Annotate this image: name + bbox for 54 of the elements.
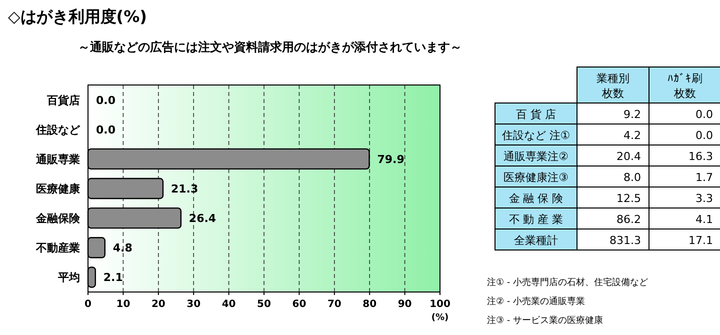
y-tick-label: 平均 <box>57 271 80 284</box>
y-tick-label: 不動産業 <box>35 242 80 255</box>
data-label: 0.0 <box>96 123 116 136</box>
data-label: 86.2 <box>616 213 641 226</box>
data-label: 8.0 <box>624 171 641 184</box>
data-label: 4.1 <box>696 213 713 226</box>
text: 注① - 小売専門店の石材、住宅設備など <box>487 277 648 288</box>
data-label: 12.5 <box>616 192 641 205</box>
y-tick-label: 金 融 保 険 <box>508 192 564 205</box>
x-tick-label: ﾊｶﾞｷ刷枚数 <box>668 72 702 100</box>
y-tick-label: 金融保険 <box>35 212 81 226</box>
x-tick-label: 100 <box>430 299 450 310</box>
data-label: 0.0 <box>696 108 713 121</box>
data-label: 4.2 <box>624 129 641 142</box>
y-tick-label: 住設など <box>35 123 81 136</box>
x-tick-label: 20 <box>151 299 166 310</box>
data-label: 9.2 <box>624 108 641 121</box>
y-tick-label: 百貨店 <box>46 94 80 107</box>
data-label: 16.3 <box>688 150 713 163</box>
x-tick-label: 業種別枚数 <box>596 72 630 100</box>
data-label: 21.3 <box>170 182 198 196</box>
x-tick-label: 90 <box>398 299 412 310</box>
y-tick-label: 住設など 注① <box>502 129 570 142</box>
text: 注③ - サービス業の医療健康 <box>487 315 604 326</box>
data-label: 0.0 <box>96 94 116 107</box>
y-tick-label: 通販専業 <box>35 152 80 166</box>
x-tick-label: 0 <box>84 299 92 310</box>
data-label: 831.3 <box>610 234 641 247</box>
y-tick-label: 全業種計 <box>514 234 558 247</box>
x-tick-label: 60 <box>292 299 306 310</box>
data-label: 26.4 <box>188 212 216 226</box>
x-tick-label: 40 <box>222 299 236 310</box>
y-tick-label: 百 貨 店 <box>516 108 556 121</box>
data-label: 1.7 <box>696 171 713 184</box>
data-label: 2.1 <box>103 271 123 284</box>
y-tick-label: 不 動 産 業 <box>508 213 564 226</box>
x-tick-label: 80 <box>362 299 377 310</box>
x-axis-title: (%) <box>431 313 449 323</box>
text: 注② - 小売業の通販専業 <box>487 296 586 307</box>
y-tick-label: 医療健康 <box>36 182 81 196</box>
x-tick-label: 70 <box>327 299 342 310</box>
data-label: 79.9 <box>377 152 404 166</box>
data-label: 3.3 <box>696 192 713 205</box>
data-label: 17.1 <box>688 234 713 247</box>
y-tick-label: 医療健康注③ <box>504 171 569 184</box>
y-tick-label: 通販専業注② <box>504 150 569 163</box>
data-label: 20.4 <box>616 150 641 163</box>
chart-subtitle: ～通販などの広告には注文や資料請求用のはがきが添付されています～ <box>78 40 462 54</box>
x-tick-label: 10 <box>116 299 130 310</box>
data-label: 4.8 <box>112 242 132 255</box>
x-tick-label: 50 <box>257 299 271 310</box>
x-tick-label: 30 <box>186 299 201 310</box>
data-label: 0.0 <box>696 129 713 142</box>
chart-title: ◇はがき利用度(%) <box>8 7 147 26</box>
